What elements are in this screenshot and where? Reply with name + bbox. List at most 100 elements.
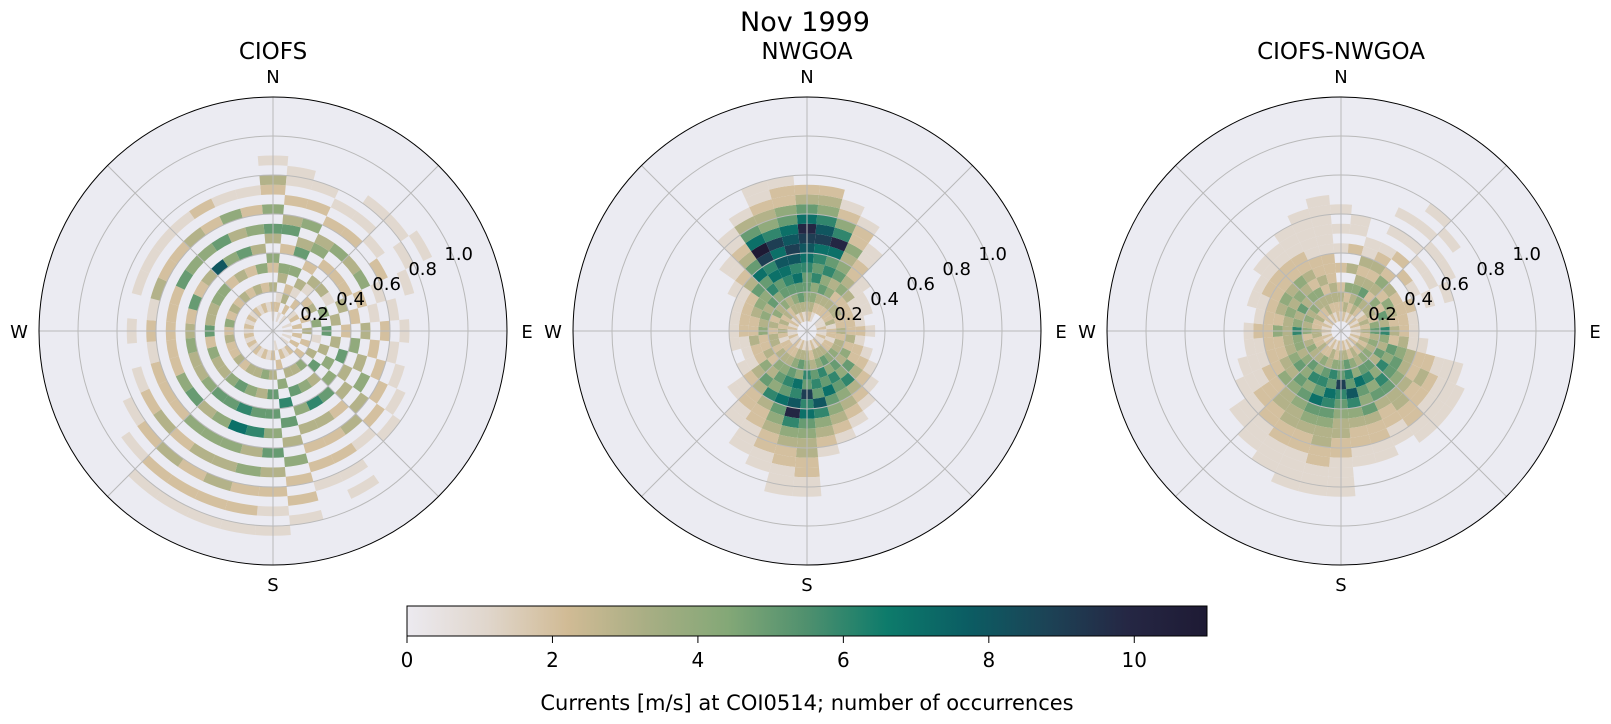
figure-title: Nov 1999 [740, 7, 870, 38]
occurrence-cell [765, 410, 785, 426]
occurrence-cell [798, 339, 805, 350]
occurrence-cell [751, 402, 770, 420]
radial-tick-label: 0.2 [300, 304, 329, 325]
occurrence-cell [717, 227, 740, 249]
occurrence-cell [1279, 233, 1300, 252]
occurrence-cell [734, 426, 758, 446]
occurrence-cell [1310, 434, 1332, 448]
occurrence-cell [1301, 353, 1314, 366]
occurrence-cell [225, 500, 258, 516]
occurrence-cell [1335, 340, 1341, 351]
occurrence-cell [1282, 315, 1294, 327]
occurrence-cell [1292, 334, 1304, 344]
occurrence-cell [166, 303, 179, 323]
occurrence-cell [1409, 386, 1429, 407]
occurrence-cell [336, 280, 353, 299]
occurrence-cell [1246, 289, 1262, 309]
compass-label-west: W [544, 322, 562, 343]
occurrence-cell [376, 414, 401, 442]
occurrence-cell [860, 346, 873, 360]
occurrence-cell [811, 378, 823, 390]
occurrence-cell [189, 442, 216, 464]
occurrence-cell [776, 214, 798, 228]
occurrence-cell [822, 265, 836, 278]
occurrence-cell [1378, 402, 1397, 420]
occurrence-cell [1352, 453, 1377, 467]
occurrence-cell [790, 304, 799, 316]
occurrence-cell [1349, 346, 1358, 358]
radial-tick-label: 0.2 [834, 304, 863, 325]
occurrence-cell [775, 347, 787, 359]
occurrence-cell [317, 306, 330, 319]
angular-gridline [1175, 330, 1342, 497]
occurrence-cell [1365, 269, 1381, 284]
occurrence-cell [789, 335, 800, 343]
occurrence-cell [244, 384, 258, 397]
occurrence-cell [745, 233, 766, 252]
occurrence-cell [314, 410, 335, 429]
occurrence-cell [352, 372, 371, 393]
occurrence-cell [1285, 402, 1304, 420]
occurrence-cell [288, 314, 300, 323]
occurrence-cell [809, 359, 818, 370]
panel-title: CIOFS [239, 39, 307, 65]
occurrence-cell [300, 217, 323, 234]
occurrence-cell [244, 318, 256, 326]
occurrence-cell [841, 358, 855, 373]
occurrence-cell [751, 379, 768, 395]
occurrence-cells [717, 175, 883, 497]
occurrence-cell [811, 272, 823, 284]
occurrence-cell [842, 341, 855, 352]
occurrence-cell [1314, 339, 1326, 348]
occurrence-cell [846, 379, 863, 395]
occurrence-cell [193, 280, 210, 299]
occurrence-cell [779, 351, 791, 363]
occurrence-cell [352, 353, 368, 373]
occurrence-cell [790, 346, 799, 358]
occurrence-cell [243, 332, 255, 339]
occurrence-cell [1325, 272, 1337, 284]
occurrence-cell [200, 216, 224, 236]
occurrence-cell [1257, 442, 1284, 464]
occurrence-cell [769, 185, 796, 200]
occurrence-cell [1413, 219, 1438, 242]
occurrence-cell [205, 313, 217, 326]
occurrence-cell [1350, 325, 1361, 331]
occurrence-cell [820, 310, 831, 320]
occurrence-cell [751, 242, 770, 260]
occurrence-cell [1391, 393, 1410, 411]
occurrence-cell [796, 359, 805, 370]
occurrence-cell [1303, 338, 1315, 348]
occurrence-cell [1408, 413, 1431, 435]
occurrence-cell [1436, 380, 1456, 404]
occurrence-cell [745, 189, 772, 208]
occurrence-cell [210, 259, 229, 276]
occurrence-cell [1270, 359, 1286, 376]
occurrence-cell [1350, 331, 1361, 337]
occurrence-cell [810, 368, 820, 380]
occurrence-cell [1385, 386, 1404, 403]
occurrence-cell [753, 351, 768, 365]
occurrence-cell [194, 490, 228, 510]
occurrence-cell [1391, 251, 1410, 269]
occurrence-cell [303, 437, 327, 454]
occurrence-cell [1285, 267, 1302, 283]
panel-title: NWGOA [761, 39, 852, 65]
occurrence-cell [1424, 203, 1452, 228]
occurrence-cell [748, 315, 760, 327]
occurrence-cell [1324, 346, 1333, 358]
occurrence-cell [314, 233, 335, 252]
occurrence-cell [1348, 357, 1358, 369]
occurrence-cell [1251, 413, 1274, 435]
occurrence-cell [757, 428, 780, 445]
occurrence-cell [1261, 280, 1278, 299]
colorbar-tick-label: 0 [401, 648, 414, 672]
occurrence-cell [759, 358, 773, 373]
occurrence-cell [1306, 358, 1319, 371]
occurrence-cell [767, 269, 783, 284]
occurrence-cell [827, 277, 841, 292]
occurrence-cell [753, 208, 777, 225]
occurrence-cell [1309, 347, 1321, 359]
occurrence-cell [829, 236, 849, 252]
occurrence-cell [224, 318, 236, 328]
